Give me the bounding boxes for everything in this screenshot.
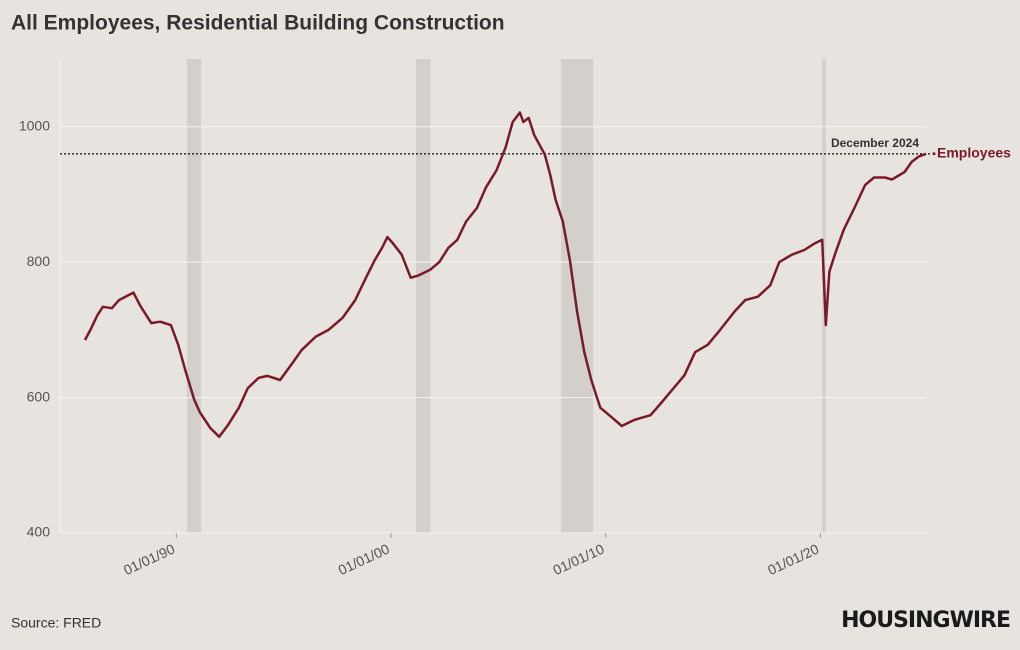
series-end-dot	[932, 152, 936, 156]
y-tick-label: 1000	[19, 117, 50, 133]
source: Source: FRED	[11, 615, 101, 631]
brand-logo: HOUSINGWIRE	[841, 608, 1010, 633]
series-label: Employees	[937, 145, 1011, 161]
y-tick-label: 800	[27, 253, 51, 269]
data-line	[83, 111, 927, 439]
reference-label: December 2024	[831, 136, 919, 150]
recession-band	[186, 59, 202, 533]
y-tick-label: 400	[27, 524, 51, 540]
y-tick-label: 600	[27, 388, 51, 404]
recession-band	[560, 59, 594, 533]
chart-title: All Employees, Residential Building Cons…	[11, 12, 505, 35]
recession-band	[415, 59, 431, 533]
